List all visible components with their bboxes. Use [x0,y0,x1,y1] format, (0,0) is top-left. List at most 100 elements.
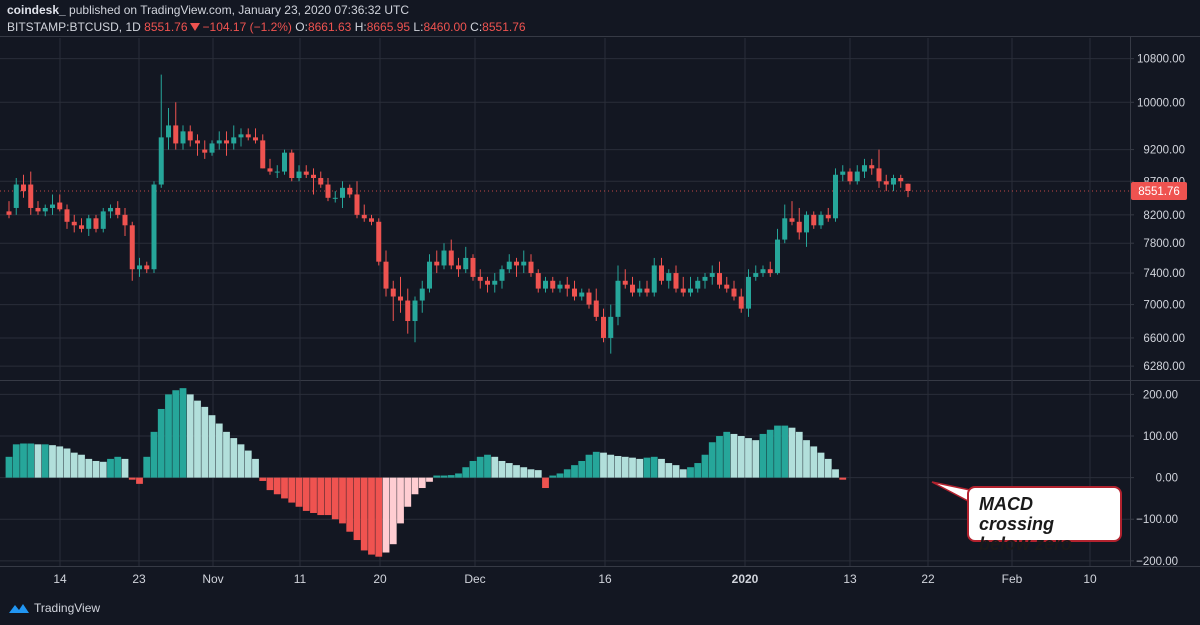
candle [702,273,708,289]
macd-bar [49,445,56,478]
tradingview-footer[interactable]: TradingView [8,597,100,619]
candle [630,276,635,297]
x-tick-label: 10 [1083,572,1097,586]
macd-bar [411,477,419,495]
macd-tick-label: −100.00 [1136,514,1178,526]
candle-body [100,211,106,229]
candle-body [717,273,722,285]
macd-bar [491,456,499,478]
candle [245,128,251,141]
macd-bar [803,440,810,478]
candle-body [564,284,570,289]
macd-bar [5,456,13,478]
macd-bar [114,456,122,478]
candle-body [303,171,309,175]
candle [303,165,309,179]
candle-body [13,184,19,208]
low-value: 8460.00 [423,20,467,34]
macd-bar [20,443,27,478]
candle [514,257,519,277]
candle [144,261,150,274]
candle-body [905,183,911,192]
x-tick-label: 14 [53,572,67,586]
macd-bar [658,458,665,478]
annotation-line-2: below zero [979,534,1073,554]
candle-body [731,288,737,297]
macd-bar [12,444,20,478]
candle-body [419,288,425,301]
candle-body [760,269,766,274]
candle [253,128,258,144]
candle [383,250,389,297]
candle-body [383,261,389,289]
candle [470,254,476,281]
macd-bar [128,477,136,480]
candle-body [289,152,295,179]
candle [332,191,338,203]
candle-body [50,204,55,208]
candle-body [622,280,628,285]
price-tick-label: 10000.00 [1137,97,1185,109]
candle [550,276,556,293]
candle-body [57,202,63,210]
candle [883,174,889,192]
candle-body [840,171,846,175]
publisher-name[interactable]: coindesk_ [7,3,66,17]
candle [673,265,679,293]
candle [122,207,128,236]
candle [57,194,63,212]
price-tick-label: 6600.00 [1143,333,1185,345]
candle [528,254,534,277]
candle [6,201,12,219]
candle-body [485,280,490,285]
candle [79,218,84,233]
macd-bar [737,436,745,478]
candle-body [71,221,77,226]
candle [108,204,113,219]
tradingview-brand: TradingView [34,601,101,615]
candle [456,257,461,277]
candle [100,207,106,233]
candle [115,201,121,219]
candle [13,178,19,215]
candle [166,107,171,150]
chart-header: coindesk_ published on TradingView.com, … [7,2,1190,36]
open-value: 8661.63 [307,20,352,34]
candle [782,204,788,244]
macd-bar [331,477,339,520]
macd-bar [614,455,622,478]
last-price-tag-label: 8551.76 [1138,186,1180,198]
candle [463,246,469,274]
candle [637,280,643,297]
candle [369,214,374,226]
symbol-label[interactable]: BITSTAMP:BTCUSD, 1D [7,20,141,34]
candle [42,204,48,217]
macd-bar [571,465,578,478]
macd-bar [404,477,412,507]
candle [738,288,744,313]
annotation-line-1: MACD crossing [979,494,1055,534]
candle-body [630,284,635,293]
candle-body [318,178,324,185]
candle [260,134,266,169]
macd-bar [542,477,549,489]
candle-body [514,261,519,266]
candle-body [586,292,592,305]
candle-body [898,178,904,182]
macd-annotation-callout: MACD crossing below zero [967,486,1122,554]
macd-bar [63,448,71,478]
macd-bar [600,452,607,478]
macd-bar [56,446,64,478]
candle-body [122,214,128,226]
candle-body [115,207,121,215]
macd-bar [520,467,528,478]
candle [804,211,809,247]
macd-bar [41,444,49,478]
candle [876,149,882,188]
macd-bar [310,477,317,513]
macd-bar [788,427,796,478]
macd-bar [527,469,535,478]
candle [93,214,99,233]
candle [195,134,200,156]
macd-bar [621,456,629,478]
